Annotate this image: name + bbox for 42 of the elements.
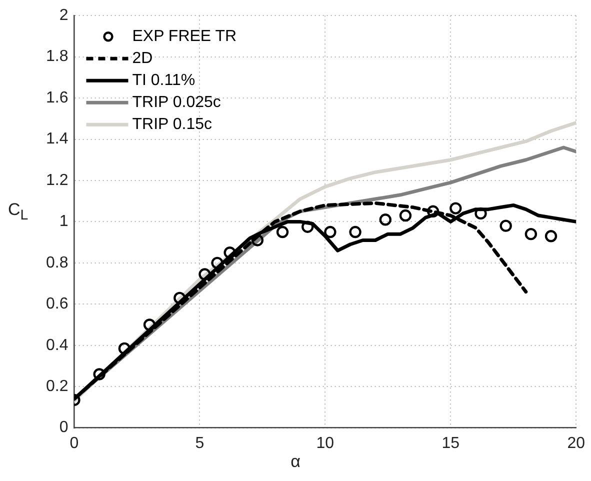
point bbox=[174, 292, 186, 304]
x-tick-label: 5 bbox=[195, 434, 204, 452]
x-tick-label: 15 bbox=[442, 434, 460, 452]
legend-label: TRIP 0.025c bbox=[132, 94, 221, 112]
point bbox=[426, 205, 440, 218]
y-tick-label: 1.6 bbox=[46, 89, 68, 106]
point bbox=[399, 209, 412, 222]
point bbox=[93, 368, 106, 380]
point bbox=[474, 207, 487, 220]
point bbox=[524, 228, 538, 240]
y-tick-label: 0.6 bbox=[46, 296, 68, 313]
point bbox=[544, 230, 558, 242]
point bbox=[349, 226, 362, 238]
point bbox=[211, 256, 224, 270]
y-tick-label: 1.8 bbox=[46, 48, 68, 66]
y-axis-title: C$_{L}$ bbox=[8, 200, 28, 224]
point bbox=[324, 226, 336, 238]
x-tick-label: 10 bbox=[316, 434, 334, 452]
legend-label: EXP FREE TR bbox=[132, 28, 237, 46]
point bbox=[198, 268, 211, 280]
x-tick-label: 20 bbox=[567, 434, 586, 452]
point bbox=[143, 318, 156, 331]
legend-label: TI 0.11% bbox=[132, 72, 196, 90]
y-tick-label: 0.8 bbox=[46, 254, 68, 272]
point bbox=[302, 220, 314, 233]
y-tick-label: 1.2 bbox=[46, 172, 68, 189]
y-tick-label: 0 bbox=[59, 419, 68, 436]
legend-label: TRIP 0.15c bbox=[132, 116, 212, 134]
y-tick-label: 0.4 bbox=[46, 336, 68, 354]
point bbox=[379, 214, 392, 226]
point bbox=[276, 226, 289, 238]
point bbox=[118, 342, 131, 355]
y-tick-label: 0.2 bbox=[46, 378, 68, 395]
point bbox=[450, 202, 462, 214]
y-tick-label: 1 bbox=[59, 213, 68, 230]
point bbox=[500, 220, 512, 232]
y-tick-label: 1.4 bbox=[46, 130, 68, 148]
legend-label: 2D bbox=[132, 50, 153, 68]
x-axis-title: α bbox=[290, 452, 302, 472]
y-tick-label: 2 bbox=[59, 7, 68, 24]
point bbox=[251, 234, 264, 246]
point bbox=[224, 246, 236, 259]
